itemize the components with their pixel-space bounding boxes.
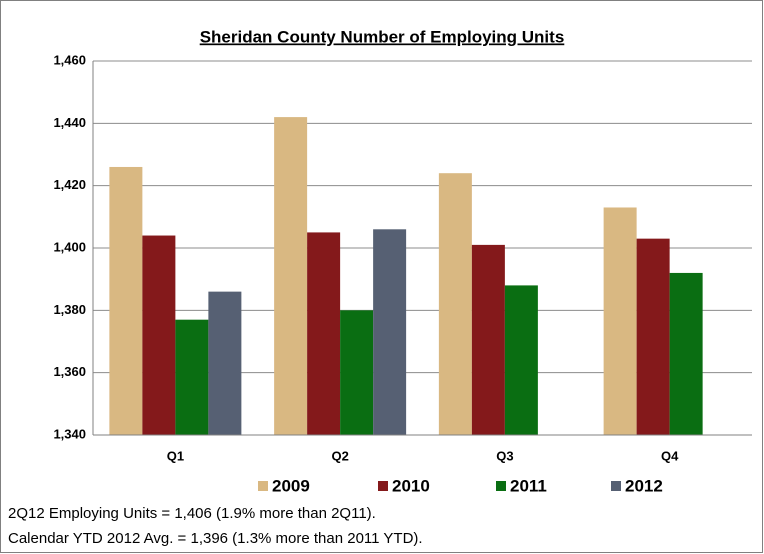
- annotation: Calendar YTD 2012 Avg. = 1,396 (1.3% mor…: [8, 530, 423, 547]
- y-tick-label: 1,360: [53, 364, 86, 379]
- bar: [274, 117, 308, 435]
- x-tick-label: Q3: [496, 448, 513, 463]
- bar: [208, 291, 242, 435]
- legend-label: 2009: [272, 476, 310, 495]
- x-tick-label: Q4: [661, 448, 679, 463]
- y-tick-label: 1,460: [53, 52, 86, 67]
- legend-swatch: [258, 481, 268, 491]
- bar: [340, 310, 374, 435]
- legend-swatch: [378, 481, 388, 491]
- legend-label: 2010: [392, 476, 430, 495]
- bar: [438, 173, 472, 435]
- y-tick-label: 1,440: [53, 115, 86, 130]
- bar: [471, 244, 505, 435]
- bar: [307, 232, 341, 435]
- annotation: 2Q12 Employing Units = 1,406 (1.9% more …: [8, 505, 376, 522]
- x-tick-label: Q2: [331, 448, 348, 463]
- x-tick-label: Q1: [167, 448, 184, 463]
- legend-swatch: [496, 481, 506, 491]
- y-tick-label: 1,400: [53, 239, 86, 254]
- bar: [504, 285, 538, 435]
- bar: [669, 272, 703, 435]
- bar: [603, 207, 637, 435]
- chart-title: Sheridan County Number of Employing Unit…: [200, 27, 565, 46]
- bar: [142, 235, 176, 435]
- y-tick-label: 1,420: [53, 177, 86, 192]
- bar: [175, 319, 209, 435]
- legend-label: 2011: [510, 476, 547, 495]
- bar: [109, 166, 143, 435]
- y-tick-label: 1,340: [53, 426, 86, 441]
- legend-swatch: [611, 481, 621, 491]
- bar: [373, 229, 407, 435]
- bar: [636, 238, 670, 435]
- y-tick-label: 1,380: [53, 302, 86, 317]
- legend-label: 2012: [625, 476, 663, 495]
